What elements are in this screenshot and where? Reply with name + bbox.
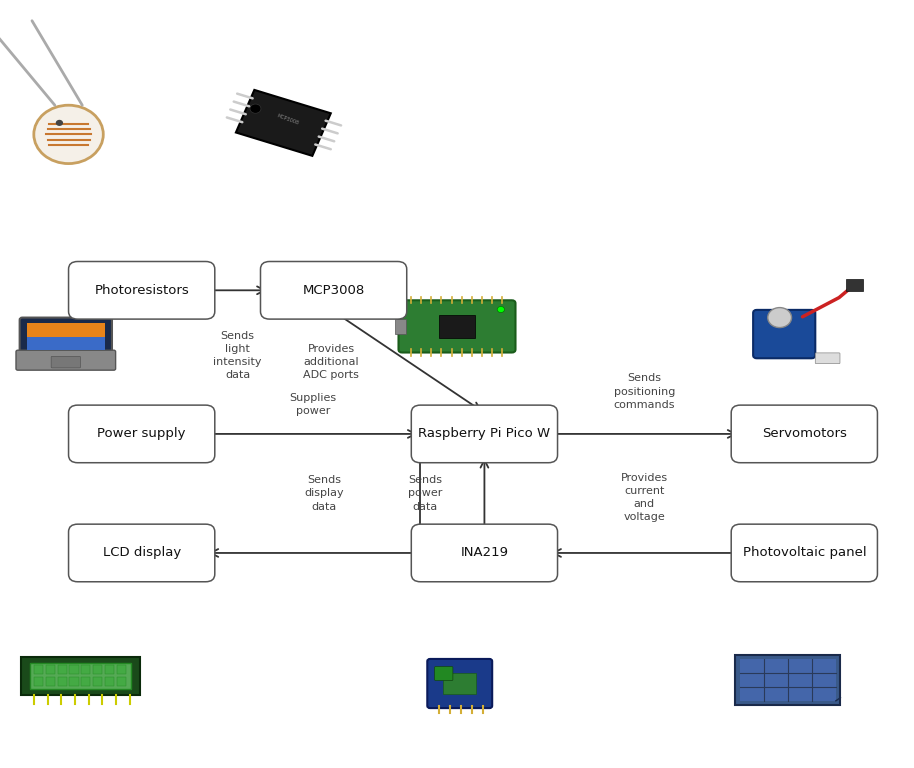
FancyBboxPatch shape <box>395 319 406 334</box>
FancyBboxPatch shape <box>46 665 55 674</box>
FancyBboxPatch shape <box>428 659 492 708</box>
FancyBboxPatch shape <box>105 677 114 686</box>
Text: Servomotors: Servomotors <box>762 428 846 440</box>
FancyBboxPatch shape <box>411 524 558 582</box>
FancyBboxPatch shape <box>846 280 863 292</box>
FancyBboxPatch shape <box>27 323 104 336</box>
Text: Photoresistors: Photoresistors <box>94 284 189 296</box>
Text: Sends
light
intensity
data: Sends light intensity data <box>213 331 262 380</box>
Text: Power supply: Power supply <box>98 428 186 440</box>
FancyBboxPatch shape <box>81 677 90 686</box>
FancyBboxPatch shape <box>236 90 331 156</box>
FancyBboxPatch shape <box>69 406 215 462</box>
FancyBboxPatch shape <box>16 350 115 370</box>
FancyBboxPatch shape <box>105 665 114 674</box>
FancyBboxPatch shape <box>51 356 80 368</box>
FancyBboxPatch shape <box>93 677 102 686</box>
Text: MCP3008: MCP3008 <box>276 113 300 125</box>
FancyBboxPatch shape <box>731 406 877 462</box>
Circle shape <box>768 308 792 328</box>
FancyBboxPatch shape <box>740 658 835 700</box>
FancyBboxPatch shape <box>69 524 215 582</box>
FancyBboxPatch shape <box>69 665 79 674</box>
Text: Photovoltaic panel: Photovoltaic panel <box>742 547 866 559</box>
FancyBboxPatch shape <box>21 657 140 695</box>
Text: Provides
additional
ADC ports: Provides additional ADC ports <box>303 344 359 380</box>
FancyBboxPatch shape <box>731 524 877 582</box>
FancyBboxPatch shape <box>117 665 126 674</box>
Text: Provides
current
and
voltage: Provides current and voltage <box>621 473 668 522</box>
FancyBboxPatch shape <box>58 665 67 674</box>
FancyBboxPatch shape <box>753 310 815 359</box>
FancyBboxPatch shape <box>46 677 55 686</box>
FancyBboxPatch shape <box>30 663 131 689</box>
FancyBboxPatch shape <box>411 406 558 462</box>
Text: LCD display: LCD display <box>102 547 181 559</box>
FancyBboxPatch shape <box>435 667 453 680</box>
FancyBboxPatch shape <box>27 336 104 350</box>
FancyBboxPatch shape <box>93 665 102 674</box>
FancyBboxPatch shape <box>117 677 126 686</box>
FancyBboxPatch shape <box>81 665 90 674</box>
Circle shape <box>250 104 261 113</box>
Circle shape <box>56 120 63 126</box>
Text: Supplies
power: Supplies power <box>290 393 336 416</box>
Circle shape <box>34 105 103 164</box>
Text: INA219: INA219 <box>461 547 508 559</box>
Circle shape <box>497 306 505 313</box>
FancyBboxPatch shape <box>735 654 841 705</box>
Text: Raspberry Pi Pico W: Raspberry Pi Pico W <box>419 428 550 440</box>
FancyBboxPatch shape <box>399 300 515 353</box>
FancyBboxPatch shape <box>34 665 43 674</box>
FancyBboxPatch shape <box>58 677 67 686</box>
FancyBboxPatch shape <box>260 261 407 319</box>
FancyBboxPatch shape <box>19 318 112 356</box>
Text: Sends
power
data: Sends power data <box>408 475 442 511</box>
FancyBboxPatch shape <box>34 677 43 686</box>
FancyBboxPatch shape <box>439 315 475 338</box>
Text: Sends
display
data: Sends display data <box>304 475 345 511</box>
FancyBboxPatch shape <box>69 261 215 319</box>
FancyBboxPatch shape <box>815 353 840 364</box>
FancyBboxPatch shape <box>443 673 476 694</box>
Text: Sends
positioning
commands: Sends positioning commands <box>613 373 675 410</box>
Text: MCP3008: MCP3008 <box>303 284 365 296</box>
FancyBboxPatch shape <box>69 677 79 686</box>
